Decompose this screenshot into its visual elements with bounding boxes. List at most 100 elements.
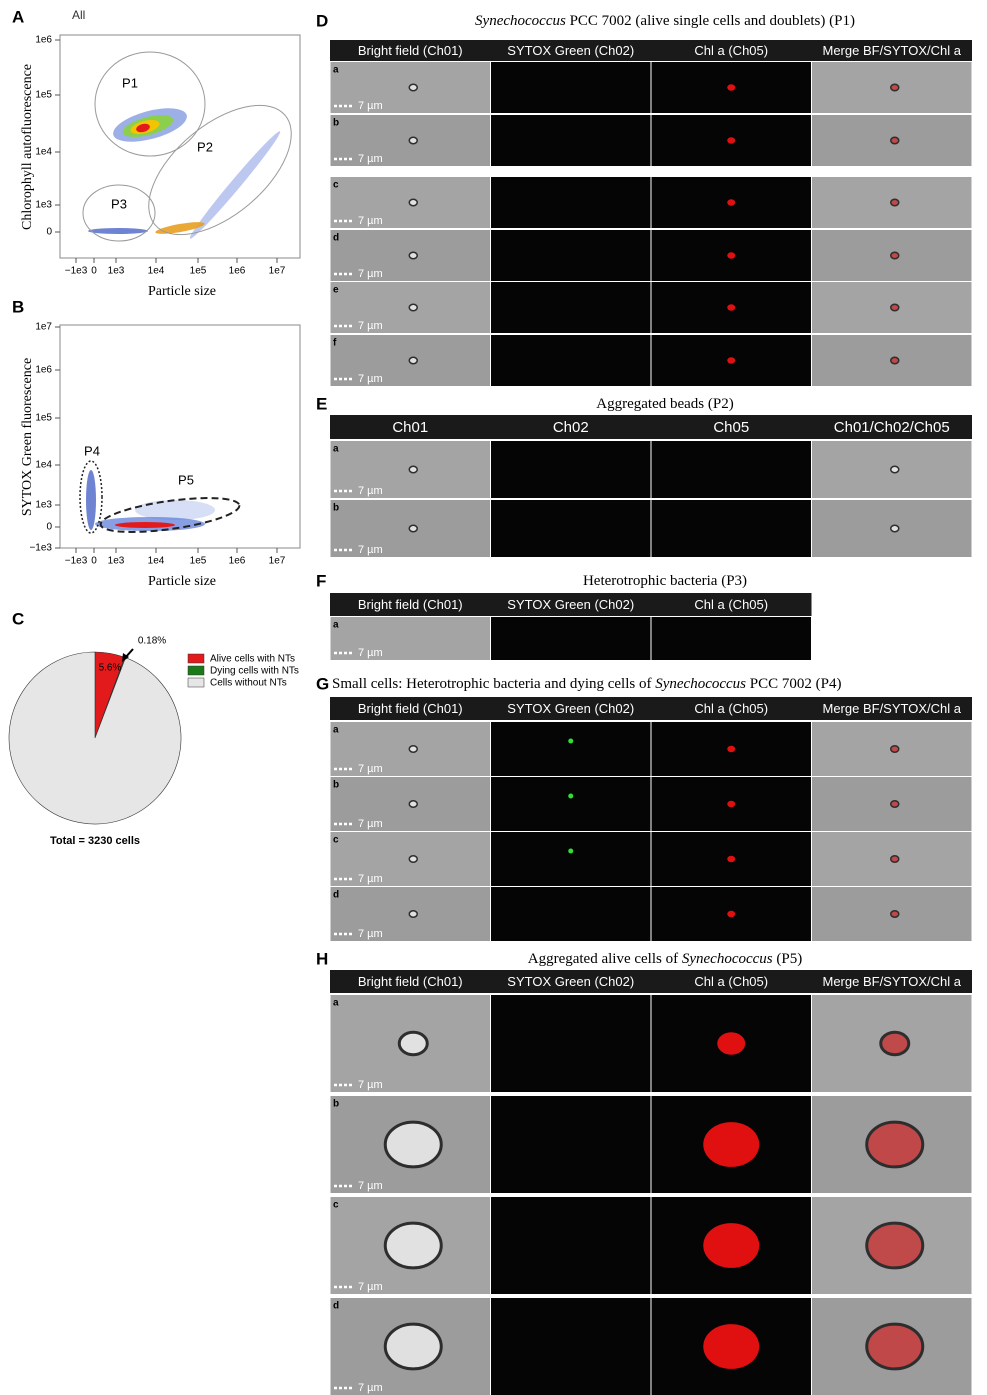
x-tick-label: 1e4 [148, 266, 165, 277]
legend-label: Alive cells with NTs [210, 654, 295, 665]
x-tick-label: 1e3 [108, 556, 125, 567]
scale-label: 7 µm [358, 100, 383, 112]
scale-label: 7 µm [358, 763, 383, 775]
image-cell [491, 115, 651, 166]
panel-letter: D [316, 11, 328, 30]
column-header: Ch01 [392, 419, 428, 436]
image-cell [652, 500, 812, 557]
column-header: Chl a (Ch05) [694, 43, 768, 58]
cell-spot [727, 911, 735, 917]
y-tick-label: −1e3 [29, 543, 52, 554]
column-header: Ch05 [713, 419, 749, 436]
image-cell [491, 1298, 651, 1395]
column-header: SYTOX Green (Ch02) [507, 974, 634, 989]
cell-spot [703, 1223, 759, 1268]
scale-label: 7 µm [358, 215, 383, 227]
x-tick-label: 1e5 [190, 266, 207, 277]
title-segment: PCC 7002 (alive single cells and doublet… [566, 13, 855, 29]
scale-label: 7 µm [358, 1281, 383, 1293]
panel-title: Aggregated beads (P2) [596, 396, 733, 412]
cell-spot [727, 746, 735, 752]
x-axis-label: Particle size [148, 284, 216, 299]
cell-spot [409, 525, 417, 531]
cell-spot [385, 1223, 441, 1268]
cell-spot [703, 1122, 759, 1167]
cell-spot [703, 1324, 759, 1369]
cell-spot [727, 137, 735, 143]
gate-label: P4 [84, 443, 100, 458]
x-axis-label: Particle size [148, 574, 216, 589]
panel-letter: H [316, 949, 328, 968]
legend-label: Dying cells with NTs [210, 666, 299, 677]
image-cell [491, 500, 651, 557]
column-header: Bright field (Ch01) [358, 597, 463, 612]
image-cell [652, 617, 812, 660]
image-cell [491, 722, 651, 776]
gate-label: P3 [111, 196, 127, 211]
title-segment: Small cells: Heterotrophic bacteria and … [332, 676, 655, 692]
y-tick-label: 1e3 [35, 500, 52, 511]
scale-label: 7 µm [358, 544, 383, 556]
cell-spot [891, 801, 899, 807]
image-cell [491, 617, 651, 660]
y-tick-label: 0 [46, 522, 52, 533]
title-segment: (P5) [773, 951, 803, 967]
plot-title: All [72, 8, 85, 22]
scale-label: 7 µm [358, 320, 383, 332]
scale-label: 7 µm [358, 1180, 383, 1192]
image-cell [491, 832, 651, 886]
image-cell [491, 282, 651, 333]
density-cloud [135, 500, 215, 520]
image-cell [491, 887, 651, 941]
panel-letter: G [316, 674, 329, 693]
column-header: Bright field (Ch01) [358, 701, 463, 716]
cell-spot [409, 304, 417, 310]
y-tick-label: 1e3 [35, 200, 52, 211]
column-header: SYTOX Green (Ch02) [507, 597, 634, 612]
cell-spot [891, 856, 899, 862]
column-header: SYTOX Green (Ch02) [507, 43, 634, 58]
image-cell [491, 335, 651, 386]
row-label: a [333, 725, 339, 736]
cell-spot [891, 466, 899, 472]
cell-spot [385, 1324, 441, 1369]
scale-label: 7 µm [358, 818, 383, 830]
cell-spot [867, 1223, 923, 1268]
scale-label: 7 µm [358, 373, 383, 385]
image-cell [491, 777, 651, 831]
column-header: Merge BF/SYTOX/Chl a [823, 974, 962, 989]
y-tick-label: 1e4 [35, 460, 52, 471]
panel-letter: C [12, 609, 24, 628]
row-label: e [333, 285, 339, 296]
title-segment: Synechococcus [655, 676, 746, 692]
y-tick-label: 1e6 [35, 365, 52, 376]
legend-swatch [188, 654, 204, 663]
x-tick-label: 1e6 [229, 266, 246, 277]
cell-spot [881, 1032, 909, 1054]
row-label: c [333, 835, 339, 846]
cell-spot [385, 1122, 441, 1167]
cell-spot [727, 252, 735, 258]
row-label: a [333, 65, 339, 76]
scale-label: 7 µm [358, 873, 383, 885]
panel-letter: F [316, 571, 326, 590]
cell-spot [891, 746, 899, 752]
column-header: SYTOX Green (Ch02) [507, 701, 634, 716]
title-segment: Synechococcus [475, 13, 566, 29]
column-header: Ch01/Ch02/Ch05 [834, 419, 950, 436]
row-label: b [333, 503, 339, 514]
cell-spot [891, 911, 899, 917]
row-label: a [333, 620, 339, 631]
column-header: Chl a (Ch05) [694, 597, 768, 612]
cell-spot [409, 801, 417, 807]
image-cell [491, 62, 651, 113]
x-tick-label: 1e4 [148, 556, 165, 567]
scale-label: 7 µm [358, 485, 383, 497]
image-cell [491, 1096, 651, 1193]
cell-spot [727, 304, 735, 310]
cell-spot [409, 137, 417, 143]
cell-spot [568, 794, 573, 799]
y-tick-label: 1e4 [35, 147, 52, 158]
cell-spot [399, 1032, 427, 1054]
cell-spot [867, 1324, 923, 1369]
